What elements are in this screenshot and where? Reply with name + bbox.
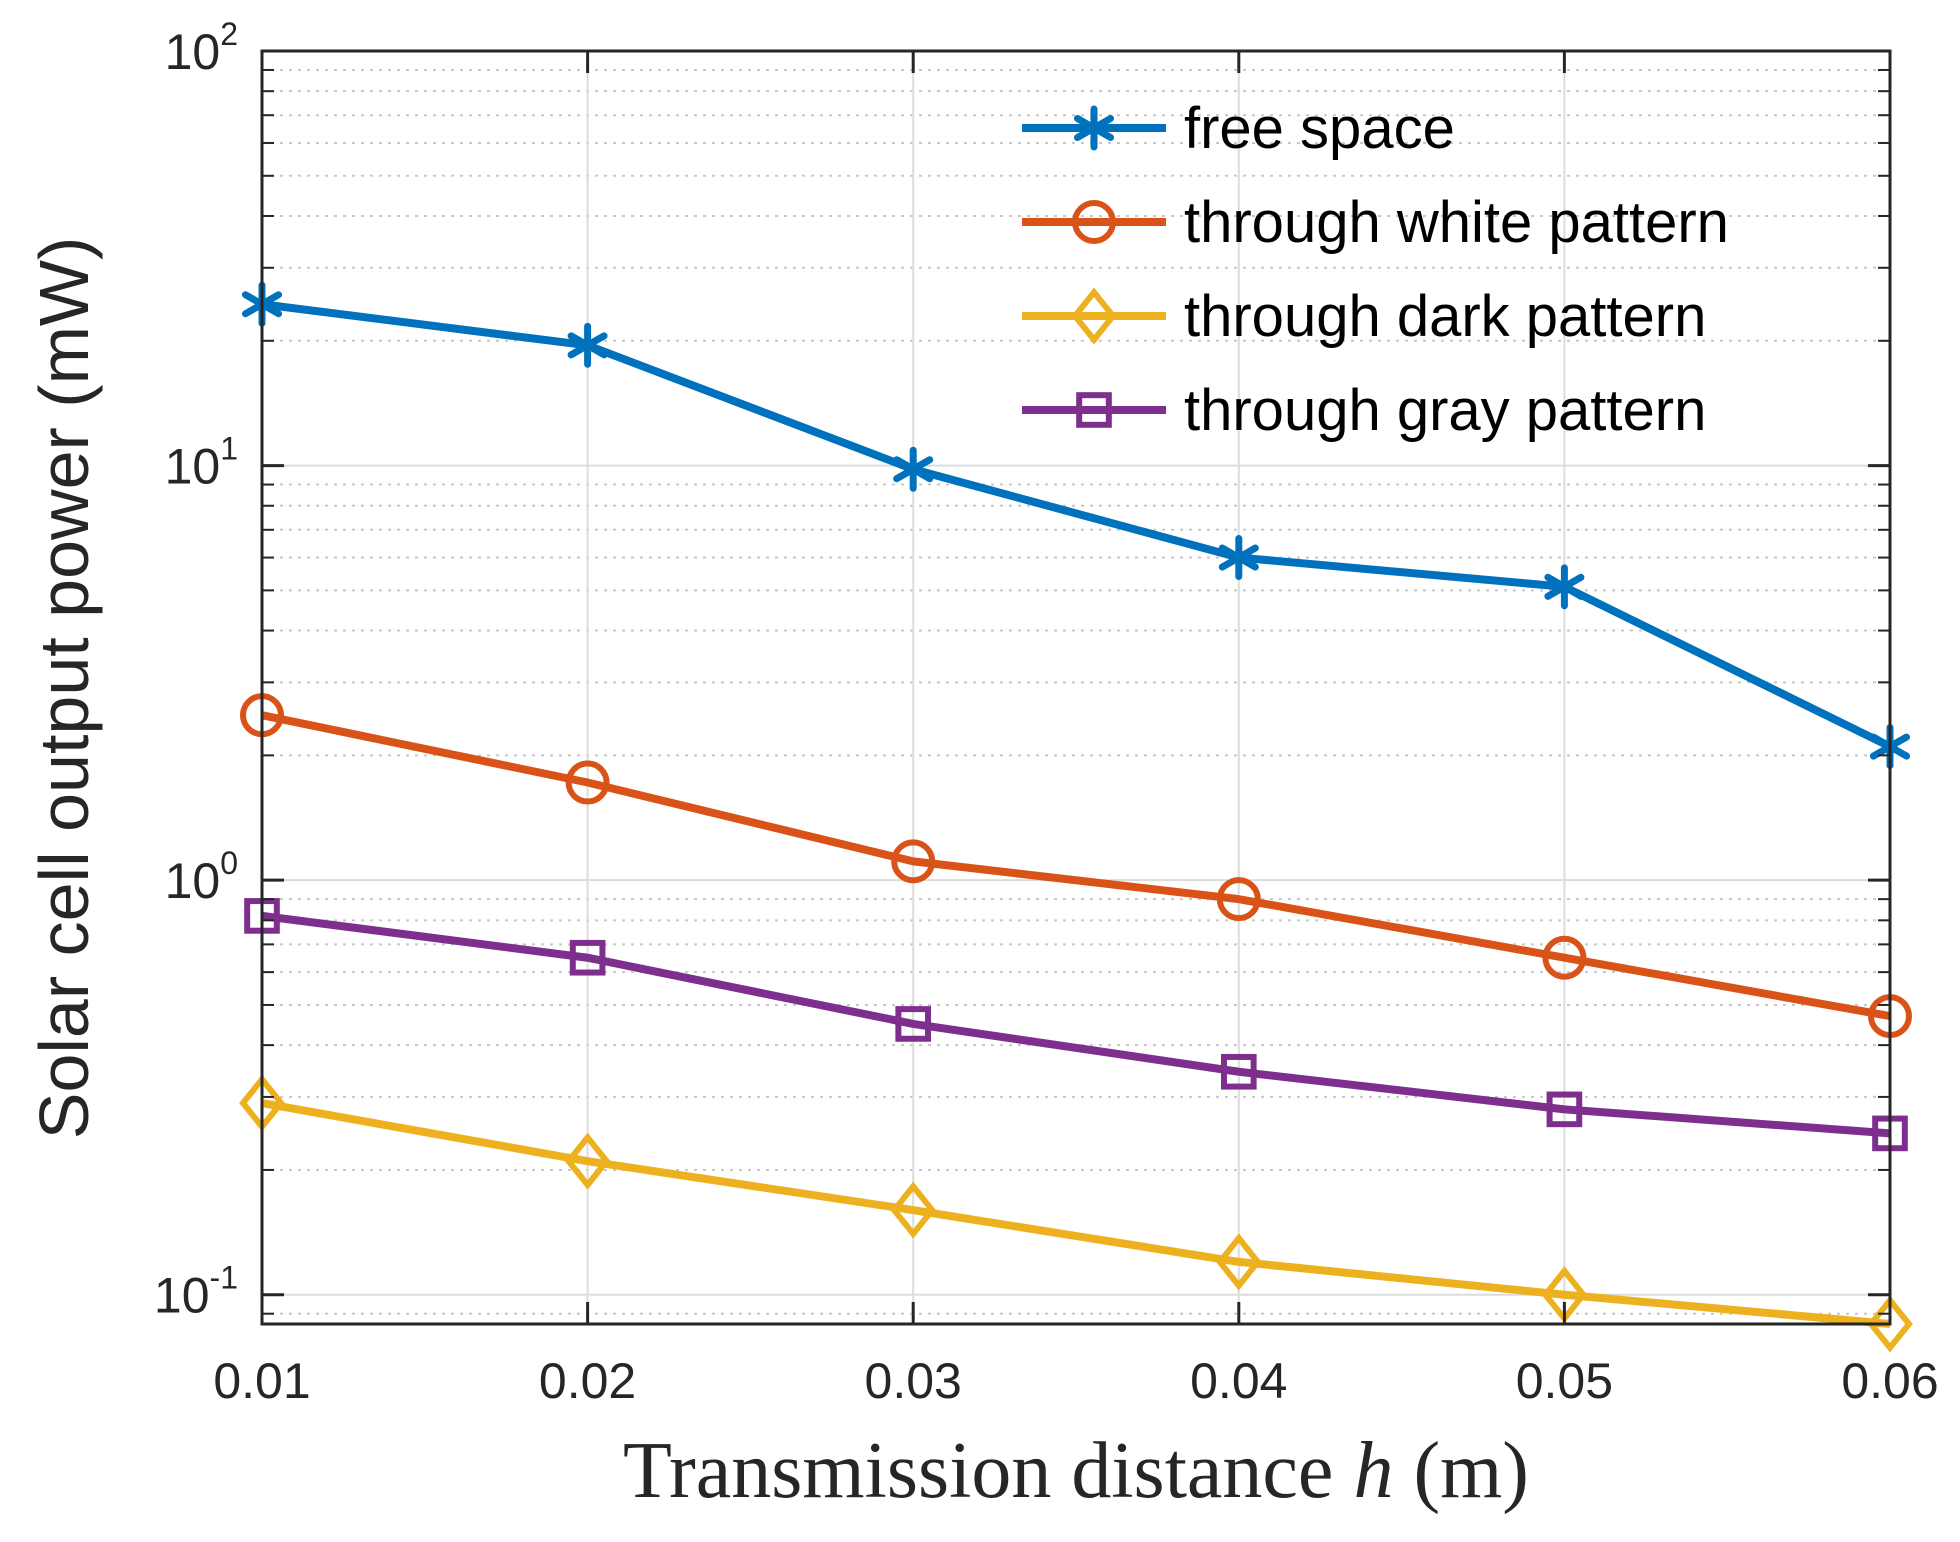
x-tick-label: 0.03 bbox=[865, 1353, 962, 1409]
series-line bbox=[261, 300, 1892, 751]
x-tick-labels: 0.01 0.02 0.03 0.04 0.05 0.06 bbox=[213, 1353, 1938, 1409]
x-tick-label: 0.06 bbox=[1841, 1353, 1938, 1409]
series-line bbox=[261, 711, 1891, 1021]
data-point bbox=[1867, 1295, 1913, 1353]
tick-marks bbox=[260, 49, 1892, 1324]
marker-stroke bbox=[1218, 544, 1259, 571]
series-diamond bbox=[239, 1074, 1913, 1353]
x-axis-label-unit: (m) bbox=[1393, 1427, 1529, 1515]
data-point bbox=[569, 939, 606, 976]
x-tick-label: 0.05 bbox=[1516, 1353, 1613, 1409]
y-tick-exponent: 1 bbox=[220, 431, 238, 467]
minor-grid bbox=[262, 68, 1890, 1315]
data-point bbox=[890, 1181, 937, 1239]
data-point bbox=[893, 446, 934, 492]
marker-stroke bbox=[1544, 573, 1585, 600]
legend-marker bbox=[1073, 105, 1115, 151]
data-point bbox=[565, 760, 610, 805]
marker-stroke bbox=[1073, 115, 1115, 141]
marker-stroke bbox=[567, 332, 608, 359]
data-point bbox=[1542, 935, 1587, 980]
data-point bbox=[1218, 535, 1259, 581]
data-point bbox=[1215, 1233, 1262, 1291]
y-tick-label: 102 bbox=[165, 16, 238, 80]
x-axis-label-main: Transmission distance bbox=[623, 1427, 1353, 1515]
data-point bbox=[1220, 1053, 1257, 1090]
axes-box bbox=[260, 49, 1892, 1326]
y-axis-label: Solar cell output power (mW) bbox=[25, 237, 103, 1140]
series-line bbox=[261, 1099, 1891, 1328]
x-axis-label: Transmission distance h (m) bbox=[623, 1427, 1529, 1515]
y-tick-exponent: 2 bbox=[220, 16, 238, 52]
y-tick-base: 10 bbox=[154, 1268, 210, 1324]
legend-item: through dark pattern bbox=[1022, 284, 1706, 349]
legend-item: through gray pattern bbox=[1022, 378, 1706, 443]
legend-label: free space bbox=[1184, 96, 1455, 161]
y-tick-label: 10-1 bbox=[154, 1260, 238, 1324]
x-axis-label-variable: h bbox=[1353, 1427, 1393, 1515]
legend-item: free space bbox=[1022, 96, 1455, 161]
legend-label: through white pattern bbox=[1184, 190, 1729, 255]
legend-marker bbox=[1072, 200, 1116, 244]
data-point bbox=[567, 322, 608, 368]
x-tick-label: 0.04 bbox=[1190, 1353, 1287, 1409]
legend-label: through gray pattern bbox=[1184, 378, 1706, 443]
y-tick-base: 10 bbox=[165, 24, 221, 80]
y-tick-base: 10 bbox=[165, 439, 221, 495]
data-point bbox=[564, 1132, 611, 1190]
x-tick-label: 0.02 bbox=[539, 1353, 636, 1409]
y-tick-base: 10 bbox=[165, 853, 221, 909]
marker-stroke bbox=[893, 456, 934, 483]
y-tick-label: 101 bbox=[165, 431, 238, 495]
legend-label: through dark pattern bbox=[1184, 284, 1706, 349]
legend-item: through white pattern bbox=[1022, 190, 1729, 255]
legend-marker bbox=[1076, 392, 1112, 428]
data-point bbox=[1544, 564, 1585, 610]
data-point bbox=[895, 1006, 932, 1042]
y-tick-label: 100 bbox=[165, 845, 238, 909]
y-tick-exponent: 0 bbox=[220, 845, 238, 881]
y-tick-exponent: -1 bbox=[210, 1260, 238, 1296]
data-point bbox=[891, 839, 936, 884]
series-circle bbox=[240, 693, 1912, 1039]
series-line bbox=[261, 911, 1891, 1138]
data-point bbox=[1216, 877, 1261, 922]
data-point bbox=[1546, 1091, 1583, 1128]
legend: free space through white pattern through d… bbox=[1022, 96, 1729, 443]
legend-marker bbox=[1071, 287, 1117, 345]
x-tick-label: 0.01 bbox=[213, 1353, 310, 1409]
